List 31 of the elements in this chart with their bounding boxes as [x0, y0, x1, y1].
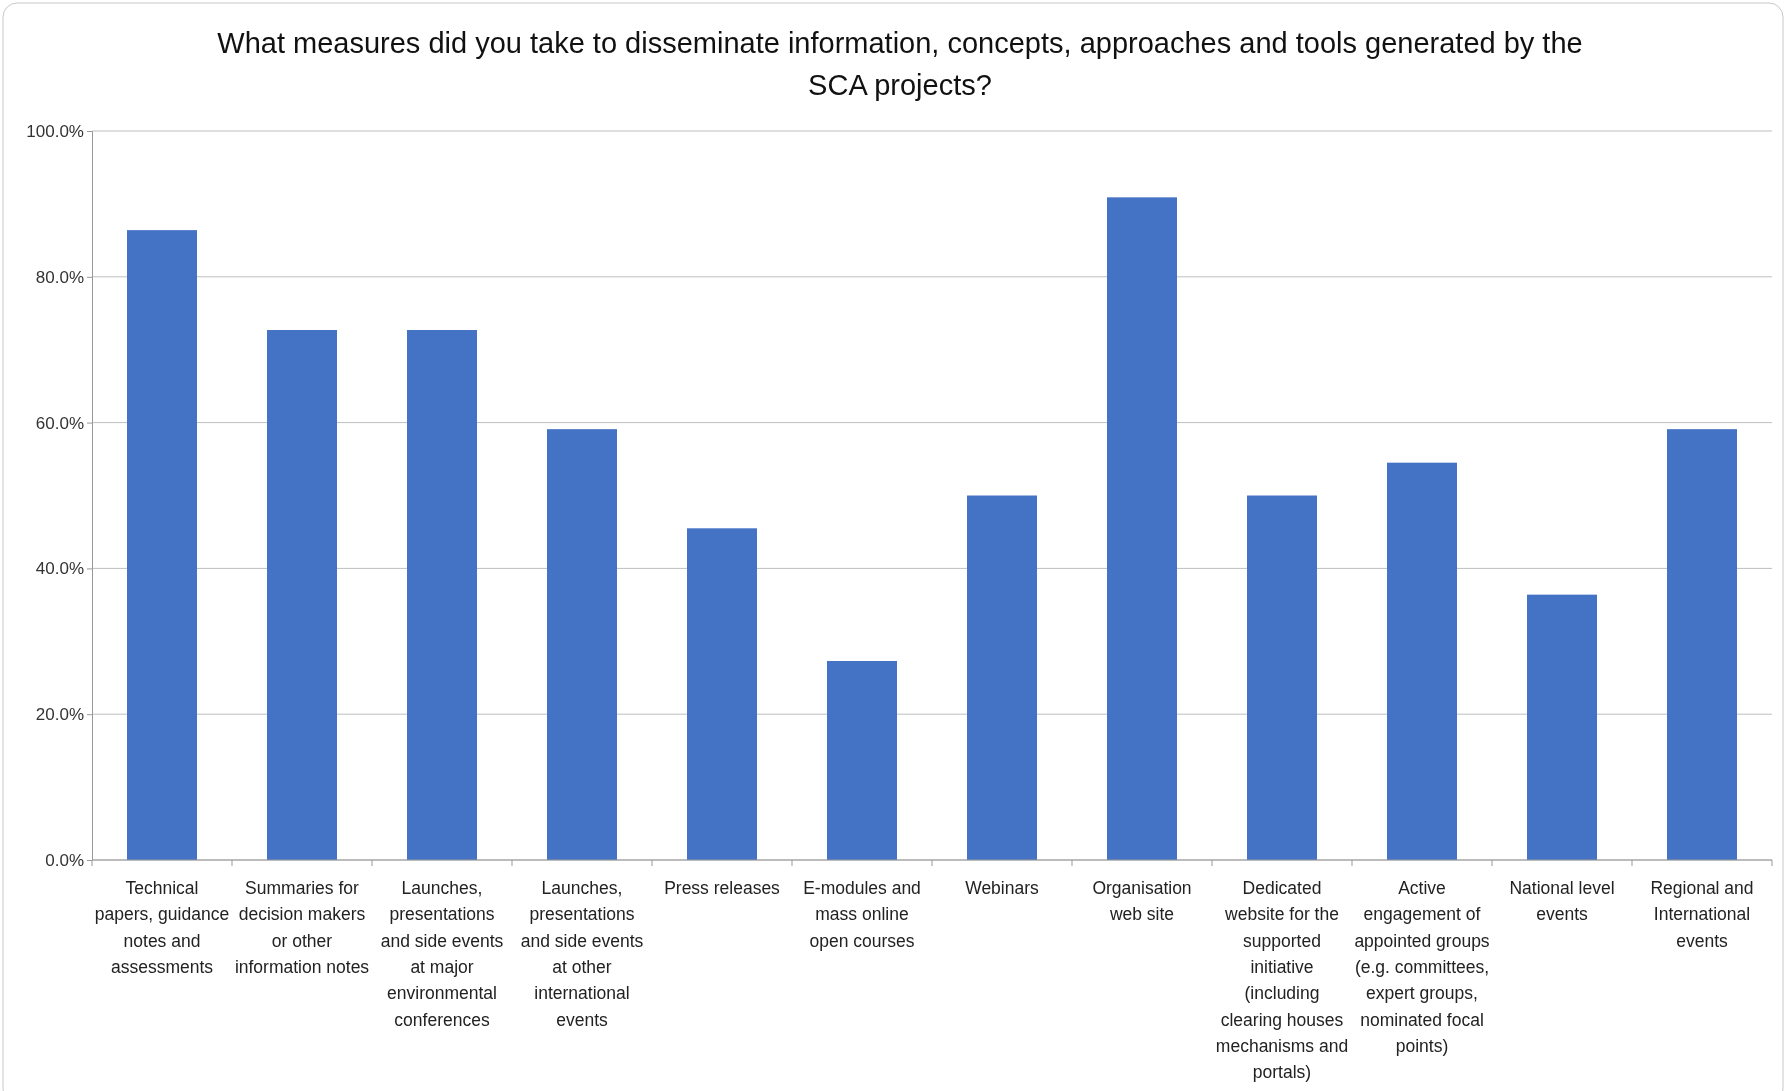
bar [827, 660, 897, 860]
bar [1107, 197, 1177, 860]
x-tick-label: Active engagement of appointed groups (e.g. committees, expert groups, nominated focal points) [1354, 878, 1490, 1056]
x-tick-label: Dedicated website for the supported initiative (including clearing houses mechanisms and portals) [1215, 878, 1349, 1083]
x-tick-label: Summaries for decision makers or other information notes [234, 878, 370, 977]
x-tick-label: Launches, presentations and side events at major environmental conferences [380, 878, 504, 1030]
x-tick-label: Organisation web site [1092, 878, 1192, 925]
bar [407, 330, 477, 860]
bar [1667, 429, 1737, 860]
bar [1387, 462, 1457, 860]
y-tick-label: 80.0% [35, 267, 84, 287]
bar [1527, 594, 1597, 860]
x-tick-label: Webinars [965, 878, 1040, 898]
bar [127, 230, 197, 860]
x-tick-label: Launches, presentations and side events at other international events [520, 878, 644, 1030]
y-tick-label: 20.0% [35, 705, 84, 725]
y-tick-label: 0.0% [45, 850, 84, 870]
y-tick-label: 60.0% [35, 413, 84, 433]
bar [1247, 495, 1317, 860]
bar [267, 330, 337, 860]
x-tick-label: Technical papers, guidance notes and assessments [94, 878, 230, 977]
y-tick-label: 100.0% [26, 121, 84, 141]
x-tick-label: Regional and International events [1650, 878, 1754, 951]
bar [547, 429, 617, 860]
y-tick-label: 40.0% [35, 559, 84, 579]
bar [967, 495, 1037, 860]
bar [687, 528, 757, 860]
x-tick-label: Press releases [664, 878, 781, 898]
x-tick-label: E-modules and mass online open courses [803, 878, 921, 951]
x-tick-label: National level events [1509, 878, 1615, 925]
chart-title: What measures did you take to disseminate information, concepts, approaches and tools generated by the SCA projects? [217, 27, 1583, 101]
